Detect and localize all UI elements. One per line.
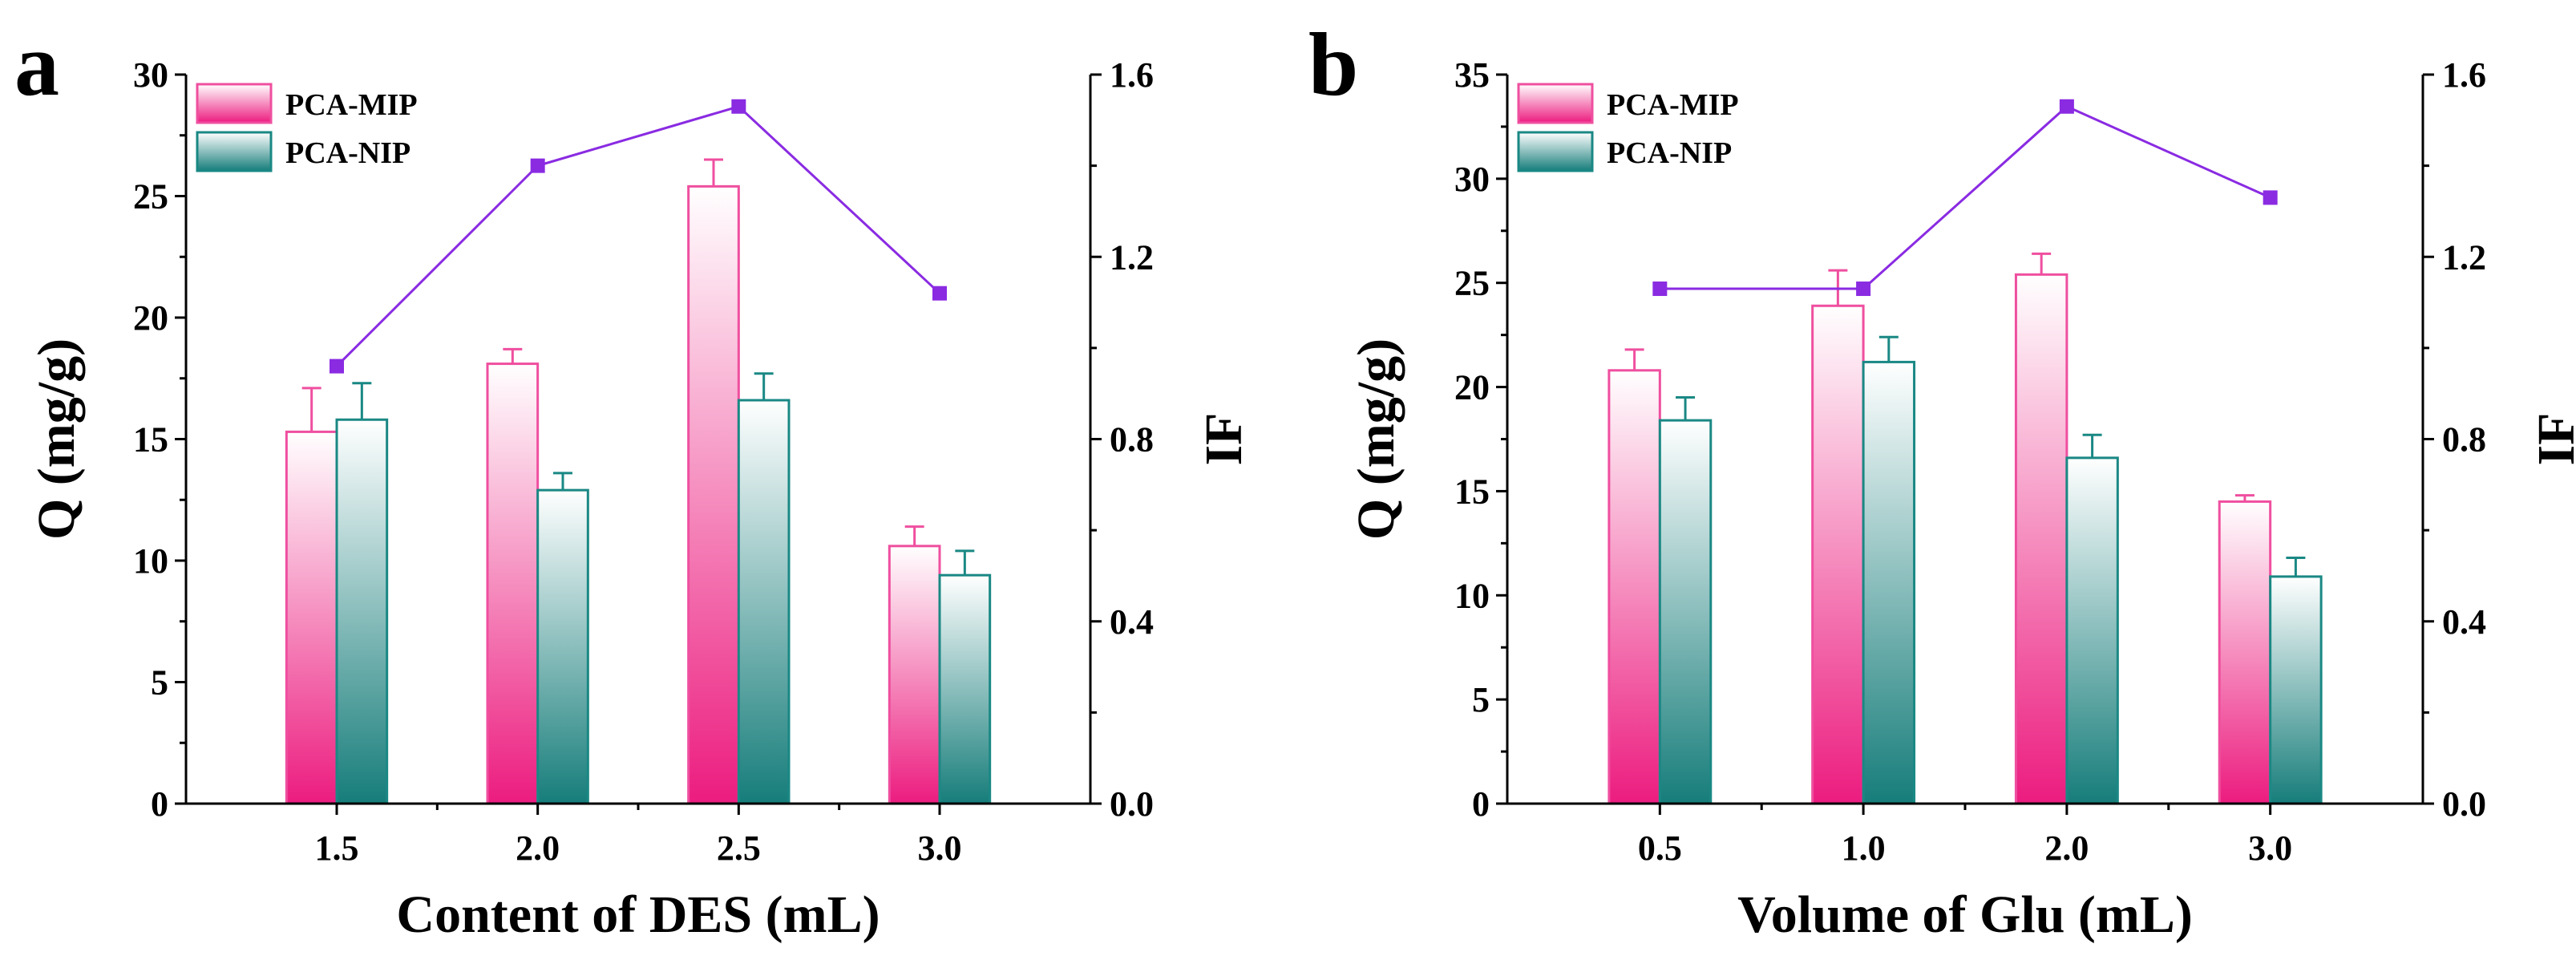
bar-pca-nip-3 <box>938 573 992 805</box>
y-tick-label: 20 <box>133 298 168 338</box>
y-tick-label: 25 <box>133 177 168 217</box>
legend-label-pca-nip: PCA-NIP <box>1607 136 1732 170</box>
bar-pca-nip-0 <box>335 418 389 805</box>
bar-pca-mip-1 <box>1811 304 1865 805</box>
x-tick-label: 1.5 <box>315 828 359 868</box>
y-tick-label: 5 <box>1472 680 1490 719</box>
y-axis-title: Q (mg/g) <box>1347 338 1405 540</box>
y-tick-label: 30 <box>1454 160 1490 199</box>
y2-tick-label: 0.0 <box>2442 784 2486 824</box>
y-tick-label: 20 <box>1454 368 1490 407</box>
legend-label-pca-mip: PCA-MIP <box>1607 88 1739 122</box>
x-tick-label: 3.0 <box>2248 828 2292 868</box>
bar-pca-mip-3 <box>2218 500 2272 805</box>
legend-swatch-pca-nip <box>196 131 273 172</box>
if-point-0 <box>330 358 344 374</box>
legend-swatch-pca-mip <box>196 83 273 124</box>
x-tick-label: 2.0 <box>2044 828 2089 868</box>
y-tick-label: 0 <box>151 784 168 824</box>
y-tick-label: 15 <box>133 420 168 460</box>
y-tick-label: 35 <box>1454 55 1490 95</box>
y2-tick-label: 1.2 <box>2442 237 2486 277</box>
bar-pca-mip-3 <box>888 545 941 805</box>
bar-pca-mip-1 <box>486 363 540 805</box>
panel-b: b 0 5 10 15 20 25 30 35 0.0 0.4 0.8 1.2 1.6 0.5 1.0 2.0 3… <box>1308 15 2576 944</box>
legend-label-pca-nip: PCA-NIP <box>285 136 410 170</box>
y-tick-label: 0 <box>1472 784 1490 824</box>
y-tick-label: 15 <box>1454 472 1490 511</box>
if-point-2 <box>731 99 746 114</box>
bar-pca-mip-2 <box>687 184 740 805</box>
x-tick-label: 3.0 <box>918 828 962 868</box>
y-tick-label: 30 <box>133 55 168 95</box>
bar-pca-nip-1 <box>1862 360 1916 805</box>
x-axis-title: Content of DES (mL) <box>396 885 880 944</box>
legend-label-pca-mip: PCA-MIP <box>285 88 418 122</box>
y2-tick-label: 1.6 <box>1110 55 1154 95</box>
y-tick-label: 5 <box>151 663 168 703</box>
if-line <box>335 105 941 367</box>
panel-label: b <box>1308 15 1358 115</box>
x-tick-label: 1.0 <box>1842 828 1886 868</box>
y-axis-title: Q (mg/g) <box>27 338 86 540</box>
y2-tick-label: 0.8 <box>1110 420 1154 460</box>
y2-axis-title: IF <box>2527 413 2576 466</box>
y2-axis-title: IF <box>1195 413 1253 466</box>
x-tick-label: 0.5 <box>1638 828 1682 868</box>
y2-tick-label: 0.4 <box>1110 602 1154 642</box>
if-point-1 <box>530 158 545 173</box>
bar-pca-nip-1 <box>536 488 589 805</box>
bar-pca-nip-3 <box>2269 575 2323 805</box>
bar-pca-mip-0 <box>285 430 338 805</box>
legend-swatch-pca-nip <box>1517 131 1594 172</box>
if-point-2 <box>2059 99 2074 114</box>
legend-swatch-pca-mip <box>1517 83 1594 124</box>
y2-tick-label: 0.0 <box>1110 784 1154 824</box>
bar-pca-nip-2 <box>737 399 791 805</box>
if-line <box>1660 105 2271 290</box>
x-tick-label: 2.0 <box>516 828 560 868</box>
bar-pca-mip-2 <box>2014 273 2068 805</box>
y-tick-label: 25 <box>1454 264 1490 303</box>
if-point-1 <box>1856 282 1871 297</box>
y2-tick-label: 1.6 <box>2442 55 2486 95</box>
y2-tick-label: 1.2 <box>1110 237 1154 277</box>
if-point-0 <box>1652 282 1668 297</box>
x-axis-title: Volume of Glu (mL) <box>1737 885 2193 944</box>
y-tick-label: 10 <box>1454 576 1490 615</box>
y-tick-label: 10 <box>133 541 168 581</box>
if-point-3 <box>2263 190 2278 205</box>
bar-pca-nip-2 <box>2065 456 2119 805</box>
bar-pca-nip-0 <box>1658 419 1713 805</box>
bar-pca-mip-0 <box>1607 369 1661 805</box>
panel-label: a <box>14 15 59 115</box>
y2-tick-label: 0.8 <box>2442 420 2486 460</box>
if-point-3 <box>932 286 947 301</box>
y2-tick-label: 0.4 <box>2442 602 2486 642</box>
x-tick-label: 2.5 <box>717 828 761 868</box>
panel-a: a 0 5 10 15 20 25 30 0.0 0.4 0.8 1.2 1.6 1.5 2.0 2.5 3.0… <box>14 15 1253 944</box>
